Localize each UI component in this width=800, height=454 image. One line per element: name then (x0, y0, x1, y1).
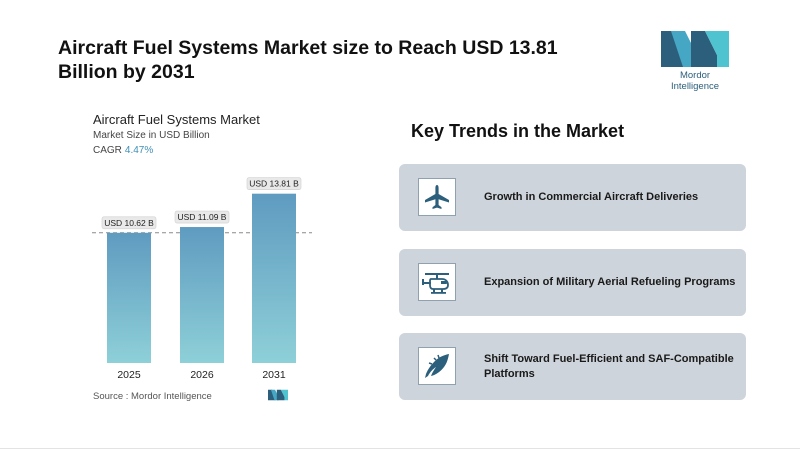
trend-card-military-refueling: Expansion of Military Aerial Refueling P… (399, 249, 746, 316)
trend-label: Expansion of Military Aerial Refueling P… (484, 276, 736, 288)
bar (180, 227, 224, 363)
leaf-icon (425, 354, 449, 378)
trend-label: Growth in Commercial Aircraft Deliveries (484, 191, 699, 203)
chart-cagr: CAGR 4.47% (93, 145, 153, 156)
data-label-box (246, 177, 302, 190)
data-label-box (174, 210, 230, 224)
data-label-box (101, 216, 157, 230)
x-tick-label: 2031 (262, 369, 286, 381)
airplane-icon (425, 185, 449, 209)
chart-subtitle: Market Size in USD Billion (93, 130, 210, 141)
cagr-label: CAGR (93, 145, 122, 156)
data-label: USD 10.62 B (104, 218, 154, 228)
logo-text: Mordor Intelligence (670, 70, 720, 92)
bar (252, 193, 296, 363)
trends-title: Key Trends in the Market (411, 121, 625, 141)
trend-card-commercial-deliveries: Growth in Commercial Aircraft Deliveries (399, 164, 746, 231)
bottom-divider (0, 448, 800, 449)
page-title: Aircraft Fuel Systems Market size to Rea… (58, 37, 558, 83)
bar (107, 232, 151, 363)
trend-icon-box (418, 178, 456, 216)
trend-card-saf-platforms: Shift Toward Fuel-Efficient and SAF-Comp… (399, 333, 746, 400)
chart-title: Aircraft Fuel Systems Market (93, 112, 260, 127)
trend-label: Shift Toward Fuel-Efficient and SAF-Comp… (484, 352, 734, 380)
trend-icon-box (418, 347, 456, 385)
source-logo-icon (268, 389, 288, 401)
bar-chart: USD 10.62 B 2025 USD 11.09 B 2026 USD 13.81 … (92, 177, 312, 381)
logo-mark-icon (661, 31, 729, 67)
data-label: USD 13.81 B (249, 179, 299, 189)
cagr-value: 4.47% (124, 145, 154, 156)
mordor-intelligence-logo: Mordor Intelligence (655, 31, 735, 92)
x-tick-label: 2026 (190, 369, 214, 381)
helicopter-icon (422, 273, 449, 294)
chart-source: Source : Mordor Intelligence (93, 391, 212, 402)
x-tick-label: 2025 (117, 369, 141, 381)
data-label: USD 11.09 B (178, 212, 227, 222)
trend-icon-box (418, 263, 456, 301)
